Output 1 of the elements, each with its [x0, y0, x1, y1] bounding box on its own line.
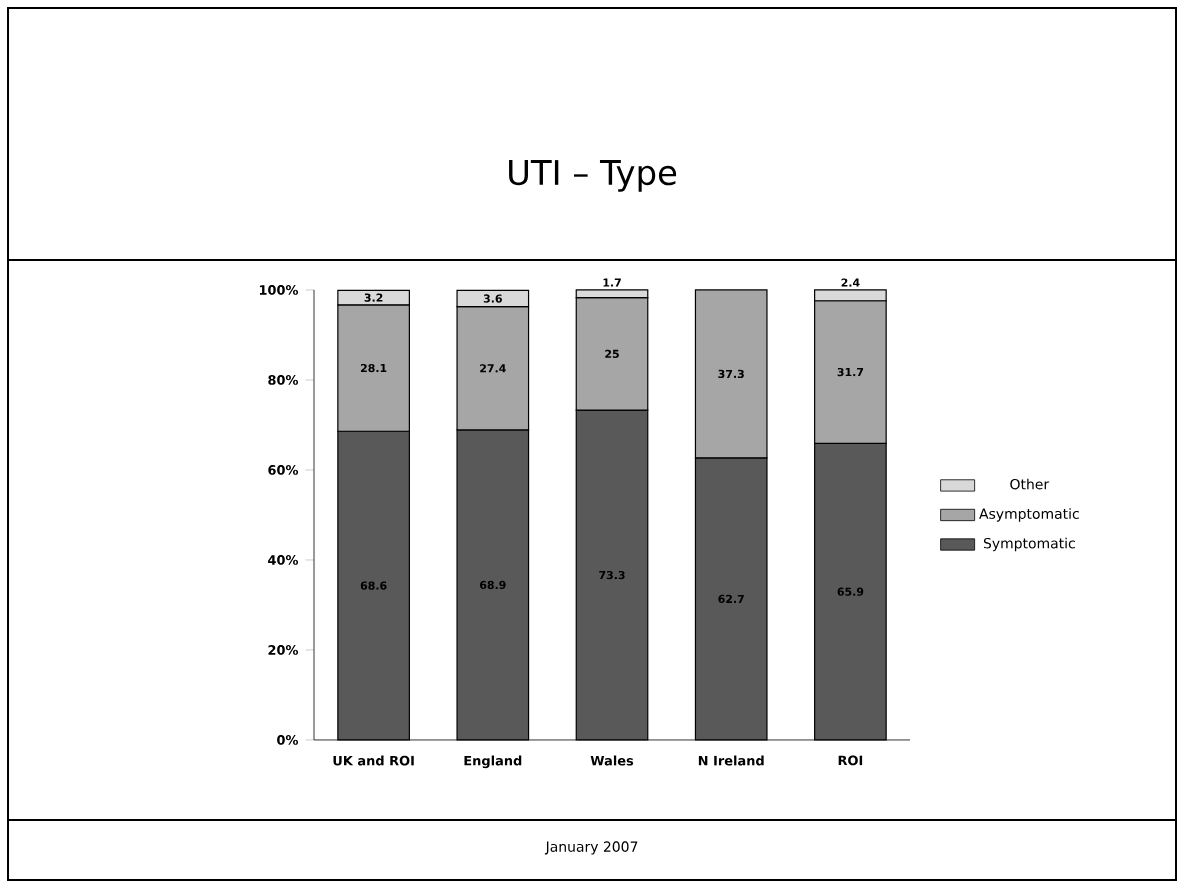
chart-title: UTI – Type	[509, 160, 677, 192]
